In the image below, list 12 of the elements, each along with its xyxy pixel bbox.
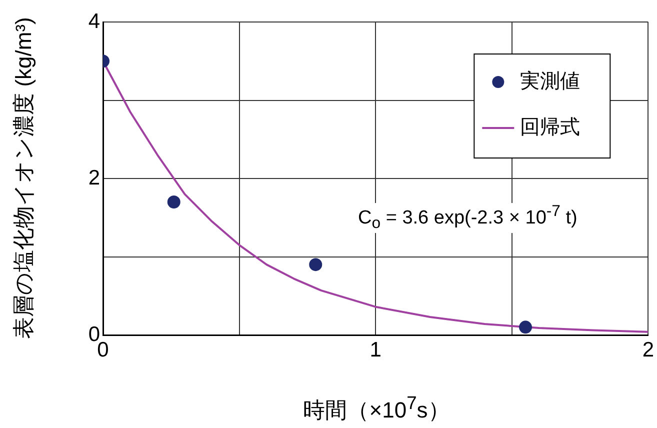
x-tick-label: 2 xyxy=(642,338,654,362)
point xyxy=(309,258,322,272)
y-tick-label: 2 xyxy=(88,166,100,190)
y-tick-label: 4 xyxy=(88,10,100,33)
point xyxy=(519,320,532,334)
y-axis-title: 表層の塩化物イオン濃度 (kg/m³) xyxy=(10,17,37,339)
annotation: C$_{o}$ = 3.6 exp(-2.3 × 10$^{-7}$ t) xyxy=(356,203,580,234)
legend-label: 回帰式 xyxy=(520,116,580,139)
x-axis-title: 時間（×10$^{7}$s） xyxy=(302,392,451,424)
legend-label: 実測値 xyxy=(520,70,580,93)
point xyxy=(167,195,180,208)
x-tick-label: 1 xyxy=(370,338,382,362)
